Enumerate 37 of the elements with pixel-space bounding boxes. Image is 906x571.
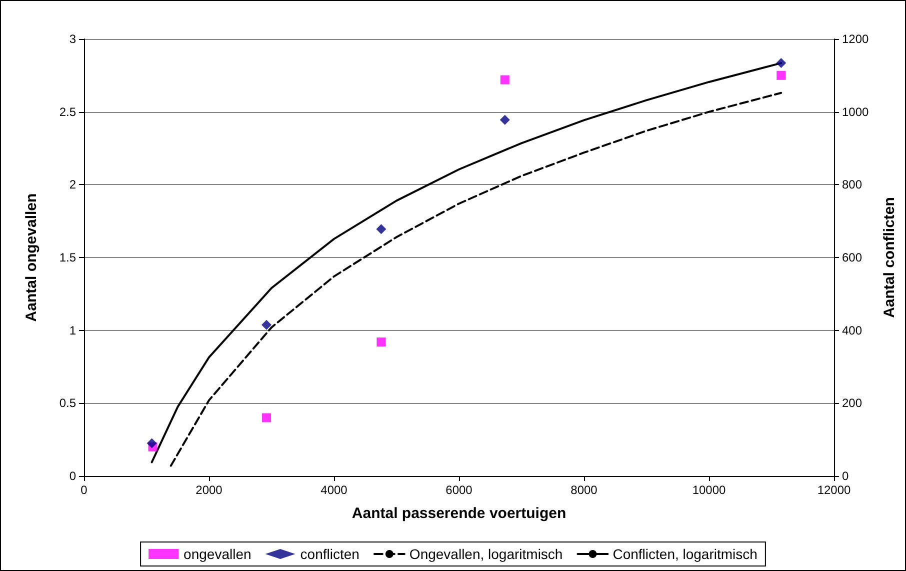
y2-tick-label: 1000 bbox=[842, 104, 870, 119]
y2-tick-label: 200 bbox=[842, 396, 862, 410]
y-tick-label: 1 bbox=[69, 323, 76, 338]
y-tick-label: 1.5 bbox=[59, 250, 76, 264]
legend-label: ongevallen bbox=[184, 546, 252, 562]
y-tick-label: 3 bbox=[69, 32, 76, 46]
y-tick-label: 0 bbox=[69, 469, 76, 483]
point bbox=[262, 413, 271, 422]
point bbox=[146, 438, 157, 448]
y-tick-label: 2 bbox=[69, 178, 76, 192]
x-axis-title: Aantal passerende voertuigen bbox=[352, 505, 566, 522]
y-tick-label: 0.5 bbox=[59, 396, 76, 410]
legend-label: conflicten bbox=[300, 546, 360, 562]
x-tick-label: 12000 bbox=[817, 483, 852, 497]
y2-axis-title: Aantal conflicten bbox=[881, 197, 898, 318]
point bbox=[776, 70, 786, 80]
point bbox=[262, 320, 272, 330]
point bbox=[376, 337, 386, 346]
y-tick-label: 2.5 bbox=[59, 104, 76, 119]
x-tick-label: 2000 bbox=[196, 483, 223, 497]
point bbox=[376, 224, 386, 234]
y2-tick-label: 400 bbox=[842, 323, 862, 338]
y2-tick-label: 800 bbox=[842, 178, 862, 192]
point bbox=[500, 75, 510, 84]
point bbox=[500, 114, 510, 125]
y-axis-title: Aantal ongevallen bbox=[23, 193, 40, 322]
y2-tick-label: 600 bbox=[842, 250, 862, 264]
y2-tick-label: 1200 bbox=[842, 32, 870, 46]
y2-tick-label: 0 bbox=[842, 469, 849, 483]
legend-label: Ongevallen, logaritmisch bbox=[409, 546, 563, 562]
point bbox=[776, 58, 786, 68]
x-tick-label: 0 bbox=[80, 483, 88, 497]
x-tick-label: 6000 bbox=[446, 483, 473, 497]
x-tick-label: 4000 bbox=[320, 483, 348, 497]
legend-label: Conflicten, logaritmisch bbox=[612, 546, 758, 562]
x-tick-label: 8000 bbox=[570, 483, 598, 497]
x-tick-label: 10000 bbox=[692, 483, 726, 497]
